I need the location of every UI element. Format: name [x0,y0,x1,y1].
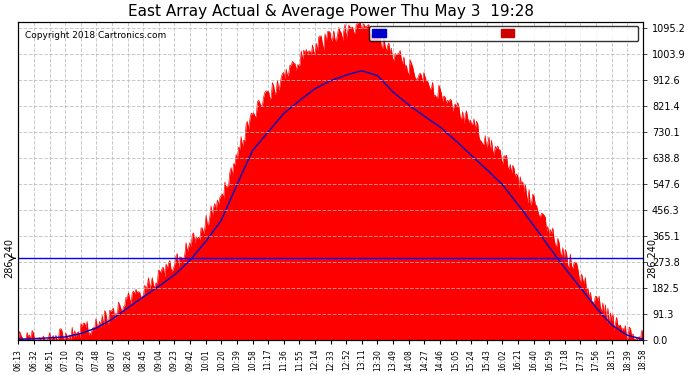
Text: 286.240: 286.240 [647,238,657,278]
Legend: Average  (DC Watts), East Array  (DC Watts): Average (DC Watts), East Array (DC Watts… [369,26,638,41]
Title: East Array Actual & Average Power Thu May 3  19:28: East Array Actual & Average Power Thu Ma… [128,4,533,19]
Text: 286.240: 286.240 [4,238,14,278]
Text: Copyright 2018 Cartronics.com: Copyright 2018 Cartronics.com [25,31,166,40]
